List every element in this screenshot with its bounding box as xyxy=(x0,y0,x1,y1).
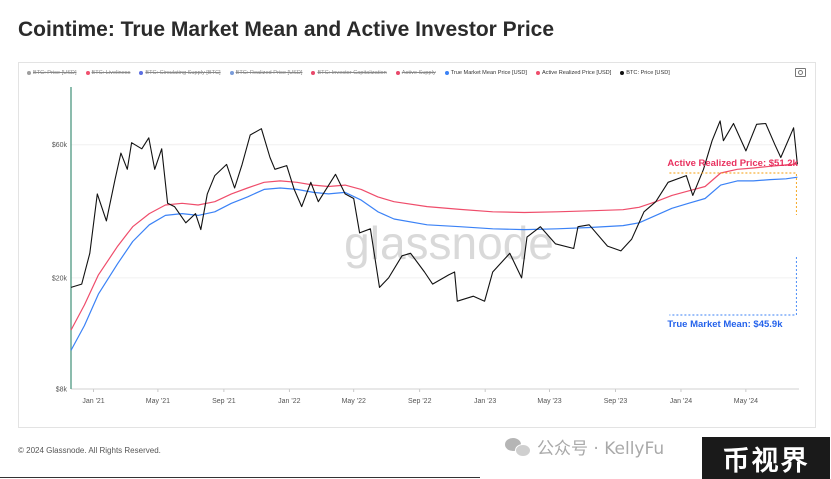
legend-dot-icon xyxy=(395,71,400,75)
x-tick-label: May '23 xyxy=(537,398,561,405)
legend-dot-icon xyxy=(139,71,144,75)
copyright-text: © 2024 Glassnode. All Rights Reserved. xyxy=(18,446,161,455)
legend-label: BTC: Realized Price [USD] xyxy=(235,70,303,76)
y-tick-label: $20k xyxy=(52,275,68,282)
x-tick-label: May '22 xyxy=(342,398,366,405)
x-tick-label: Sep '23 xyxy=(604,398,628,405)
legend-dot-icon xyxy=(311,71,316,75)
legend-dot-icon xyxy=(85,71,90,75)
legend-label: BTC: Price [USD] xyxy=(626,70,670,76)
legend-label: Active Supply xyxy=(401,70,436,76)
annotation-label: Active Realized Price: $51.2k xyxy=(667,158,798,169)
legend-item[interactable]: BTC: Circulating Supply [BTC] xyxy=(139,70,221,76)
wechat-watermark: 公众号 · KellyFu xyxy=(505,434,664,459)
chart-panel: BTC: Price [USD] BTC: Liveliness BTC: Circ… xyxy=(18,62,816,428)
series-line xyxy=(70,120,798,302)
wechat-icon xyxy=(505,437,531,457)
divider xyxy=(0,477,480,478)
legend-dot-icon xyxy=(620,71,625,75)
x-tick-label: May '24 xyxy=(734,398,758,405)
x-tick-label: Jan '23 xyxy=(474,398,496,405)
legend-item[interactable]: BTC: Price [USD] xyxy=(620,70,670,76)
legend-label: BTC: Price [USD] xyxy=(33,70,77,76)
legend-label: BTC: Circulating Supply [BTC] xyxy=(145,70,221,76)
x-tick-label: Jan '22 xyxy=(278,398,300,405)
legend-dot-icon xyxy=(444,71,449,75)
chart-legend: BTC: Price [USD] BTC: Liveliness BTC: Circ… xyxy=(27,67,785,79)
page-title: Cointime: True Market Mean and Active In… xyxy=(18,18,555,41)
legend-dot-icon xyxy=(535,71,540,75)
legend-label: True Market Mean Price [USD] xyxy=(450,70,527,76)
legend-item[interactable]: BTC: Liveliness xyxy=(85,70,131,76)
x-tick-label: Jan '21 xyxy=(82,398,104,405)
x-tick-label: May '21 xyxy=(146,398,170,405)
legend-item[interactable]: Active Supply xyxy=(395,70,436,76)
legend-item[interactable]: Active Realized Price [USD] xyxy=(535,70,612,76)
brand-badge: 币视界 xyxy=(702,437,830,479)
x-tick-label: Jan '24 xyxy=(670,398,692,405)
legend-item[interactable]: BTC: Investor Capitalization xyxy=(311,70,387,76)
legend-label: BTC: Liveliness xyxy=(91,70,131,76)
series-line xyxy=(70,176,798,351)
y-tick-label: $60k xyxy=(52,142,68,149)
legend-dot-icon xyxy=(27,71,31,75)
y-tick-label: $8k xyxy=(56,387,68,394)
x-tick-label: Sep '22 xyxy=(408,398,432,405)
legend-item[interactable]: BTC: Price [USD] xyxy=(27,70,77,76)
legend-label: BTC: Investor Capitalization xyxy=(317,70,387,76)
legend-dot-icon xyxy=(229,71,234,75)
legend-label: Active Realized Price [USD] xyxy=(541,70,612,76)
annotation-leader-line xyxy=(669,257,797,316)
legend-item[interactable]: True Market Mean Price [USD] xyxy=(444,70,527,76)
annotation-label: True Market Mean: $45.9k xyxy=(667,319,783,330)
legend-item[interactable]: BTC: Realized Price [USD] xyxy=(229,70,303,76)
camera-icon[interactable] xyxy=(795,68,806,77)
wechat-text: 公众号 · KellyFu xyxy=(537,439,665,459)
x-tick-label: Sep '21 xyxy=(212,398,236,405)
